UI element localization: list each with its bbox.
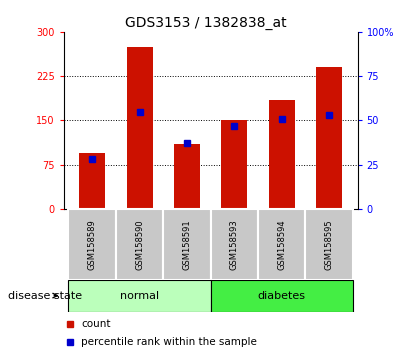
Bar — [258, 209, 305, 280]
Bar — [269, 100, 295, 209]
Bar — [127, 47, 152, 209]
Bar — [163, 209, 211, 280]
Bar — [211, 209, 258, 280]
Text: GSM158591: GSM158591 — [182, 219, 192, 270]
Text: normal: normal — [120, 291, 159, 301]
Text: GSM158594: GSM158594 — [277, 219, 286, 270]
Bar — [316, 67, 342, 209]
Bar — [211, 280, 353, 312]
Bar — [305, 209, 353, 280]
Text: count: count — [81, 319, 111, 329]
Bar — [69, 280, 211, 312]
Bar — [221, 120, 247, 209]
Bar — [116, 209, 163, 280]
Text: GSM158595: GSM158595 — [325, 219, 334, 270]
Bar — [69, 209, 116, 280]
Text: GDS3153 / 1382838_at: GDS3153 / 1382838_at — [125, 16, 286, 30]
Bar — [174, 144, 200, 209]
Text: diabetes: diabetes — [258, 291, 306, 301]
Bar — [79, 153, 105, 209]
Text: GSM158590: GSM158590 — [135, 219, 144, 270]
Text: disease state: disease state — [8, 291, 82, 301]
Text: percentile rank within the sample: percentile rank within the sample — [81, 337, 257, 347]
Text: GSM158589: GSM158589 — [88, 219, 97, 270]
Text: GSM158593: GSM158593 — [230, 219, 239, 270]
